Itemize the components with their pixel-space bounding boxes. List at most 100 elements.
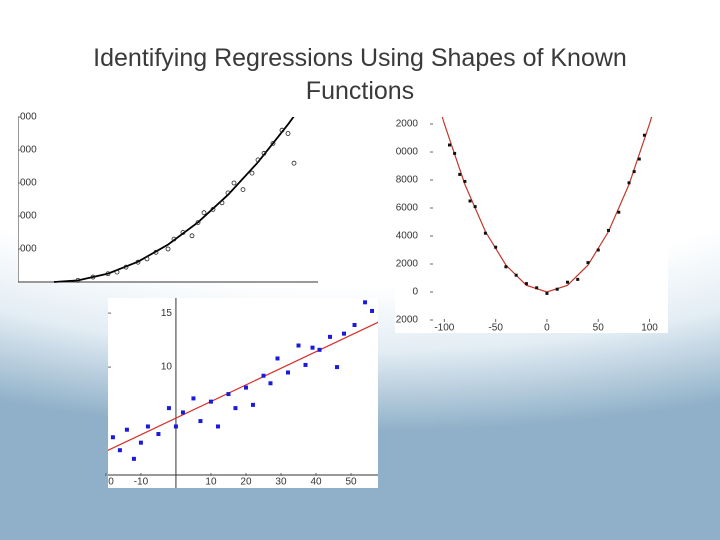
data-point (198, 419, 203, 424)
data-point (144, 256, 150, 262)
x-tick-label: -10 (134, 477, 149, 488)
data-point (468, 199, 472, 203)
data-point (473, 205, 477, 209)
data-point (632, 170, 636, 174)
data-point (233, 406, 238, 411)
y-tick-label: 000 (20, 244, 37, 255)
chart-background (18, 117, 318, 283)
data-point (291, 160, 297, 166)
data-point (328, 334, 333, 339)
data-point (535, 286, 539, 290)
x-tick-label: 100 (641, 323, 658, 334)
y-tick-label: 10 (161, 362, 173, 373)
fit-curve (53, 117, 295, 283)
data-point (250, 402, 255, 407)
data-point (189, 233, 195, 239)
data-point (453, 151, 457, 155)
y-tick-label: 000 (20, 211, 37, 222)
data-point (352, 322, 357, 327)
data-point (166, 406, 171, 411)
data-point (153, 249, 159, 255)
y-tick-label: 2000 (396, 259, 419, 270)
data-point (270, 140, 276, 146)
fit-curve (108, 321, 378, 451)
chart-background (395, 117, 668, 333)
y-tick-label: 15 (161, 308, 173, 319)
data-point (285, 131, 291, 136)
data-point (135, 259, 141, 265)
data-point (317, 347, 322, 352)
data-point (191, 396, 196, 401)
y-tick-label: 2000 (396, 119, 419, 130)
data-point (249, 170, 255, 176)
x-tick-label: -50 (488, 323, 503, 334)
data-point (494, 245, 498, 249)
data-point (110, 435, 115, 440)
data-point (637, 157, 641, 161)
data-point (255, 157, 261, 163)
data-point (215, 424, 220, 429)
y-tick-label: 000 (20, 145, 37, 156)
data-point (180, 410, 185, 415)
data-point (225, 190, 231, 196)
data-point (195, 220, 201, 226)
chart: 2000 0 2000 4000 6000 8000 0000 2000 -100 -50 0 50 1… (395, 117, 668, 334)
data-point (565, 280, 569, 284)
data-point (145, 424, 150, 429)
data-point (576, 277, 580, 281)
data-point (75, 277, 81, 283)
data-point (165, 246, 171, 252)
data-point (642, 133, 646, 137)
data-point (219, 200, 225, 206)
data-point (226, 392, 231, 397)
data-point (243, 385, 248, 390)
plot-area (441, 117, 653, 295)
x-tick-label: 10 (205, 477, 217, 488)
data-point (310, 345, 315, 350)
plot-area (18, 117, 318, 283)
x-tick-label: 50 (345, 477, 357, 488)
data-point (296, 343, 301, 348)
data-point (447, 143, 451, 147)
data-point (114, 269, 120, 275)
data-point (458, 172, 462, 176)
data-point (555, 287, 559, 291)
data-point (514, 273, 518, 277)
data-point (545, 291, 549, 295)
data-point (208, 399, 213, 404)
chart-background (108, 298, 378, 488)
data-point (124, 427, 129, 432)
data-point (240, 187, 246, 193)
data-point (524, 282, 528, 286)
data-point (335, 365, 340, 370)
x-tick-label: 50 (593, 323, 605, 334)
data-point (504, 265, 508, 269)
data-point (105, 271, 111, 277)
data-point (286, 370, 290, 375)
data-point (261, 150, 267, 156)
data-point (342, 331, 347, 336)
data-point (279, 127, 285, 133)
y-tick-label: 6000 (396, 203, 419, 214)
data-point (617, 210, 621, 214)
data-point (586, 261, 590, 265)
data-point (117, 448, 122, 453)
y-tick-label: 0 (412, 287, 418, 298)
data-point (483, 231, 487, 235)
chart: 000 000 000 000 000 (18, 112, 318, 283)
data-point (123, 264, 129, 270)
data-point (173, 424, 178, 429)
y-tick-label: 2000 (396, 315, 419, 326)
y-tick-label: 000 (20, 112, 37, 123)
slide-title: Identifying Regressions Using Shapes of … (93, 44, 627, 105)
plot-area (108, 298, 378, 488)
data-point (370, 308, 375, 313)
data-point (275, 356, 280, 361)
data-point (303, 362, 308, 367)
x-tick-label: -100 (434, 323, 454, 334)
x-tick-label: 40 (310, 477, 322, 488)
x-tick-label: 0 (108, 477, 114, 488)
y-tick-label: 0000 (396, 147, 419, 158)
